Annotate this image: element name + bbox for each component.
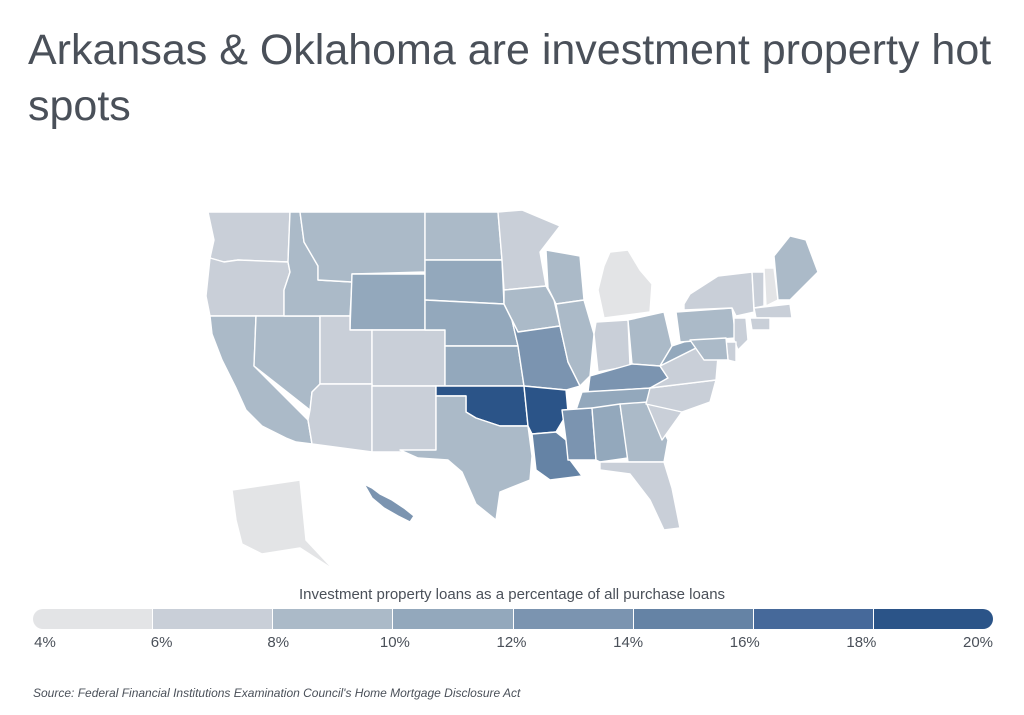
page-title: Arkansas & Oklahoma are investment prope… <box>28 26 992 130</box>
legend-tick-label: 14% <box>613 634 644 651</box>
legend-segment <box>752 609 873 629</box>
state-wi <box>545 249 585 305</box>
source-note: Source: Federal Financial Institutions E… <box>33 686 521 700</box>
state-me <box>773 235 819 301</box>
state-az <box>307 383 373 453</box>
state-nj <box>733 317 749 351</box>
legend-tick-label: 12% <box>496 634 527 651</box>
state-il <box>555 299 595 387</box>
state-mt <box>299 211 426 283</box>
state-in <box>593 319 631 373</box>
state-ma <box>753 303 793 319</box>
state-ny <box>683 271 755 317</box>
state-la <box>531 431 583 481</box>
legend-tick-label: 10% <box>379 634 410 651</box>
state-ga <box>619 401 669 463</box>
state-vt <box>751 271 765 309</box>
legend-segment <box>632 609 753 629</box>
legend-tick-label: 18% <box>846 634 877 651</box>
legend-title: Investment property loans as a percentag… <box>298 586 726 603</box>
legend-segment <box>512 609 633 629</box>
legend-tick-label: 8% <box>267 634 290 651</box>
legend-color-scale <box>33 609 993 629</box>
state-nm <box>371 385 437 453</box>
state-ks <box>444 345 525 387</box>
legend-segment <box>33 609 153 629</box>
legend-segment <box>272 609 393 629</box>
state-hi <box>363 483 415 523</box>
state-al <box>591 403 629 463</box>
state-wy <box>349 273 426 331</box>
state-wa <box>207 211 291 263</box>
state-pa <box>675 307 737 343</box>
state-ct <box>749 317 771 331</box>
state-sd <box>424 259 505 305</box>
legend-tick-label: 6% <box>150 634 173 651</box>
legend-tick-label: 16% <box>729 634 760 651</box>
legend-tick-label: 20% <box>962 634 994 651</box>
state-mi <box>597 249 653 319</box>
state-tx <box>399 395 533 521</box>
state-or <box>205 257 291 317</box>
state-fl <box>599 461 681 531</box>
state-ak <box>231 479 335 571</box>
state-md <box>689 337 729 361</box>
legend-segment <box>152 609 273 629</box>
state-co <box>371 329 446 387</box>
state-mn <box>497 209 561 291</box>
legend-segment <box>872 609 993 629</box>
legend-segment <box>392 609 513 629</box>
legend-tick-label: 4% <box>34 634 56 651</box>
state-ms <box>561 407 597 461</box>
state-nd <box>424 211 503 261</box>
